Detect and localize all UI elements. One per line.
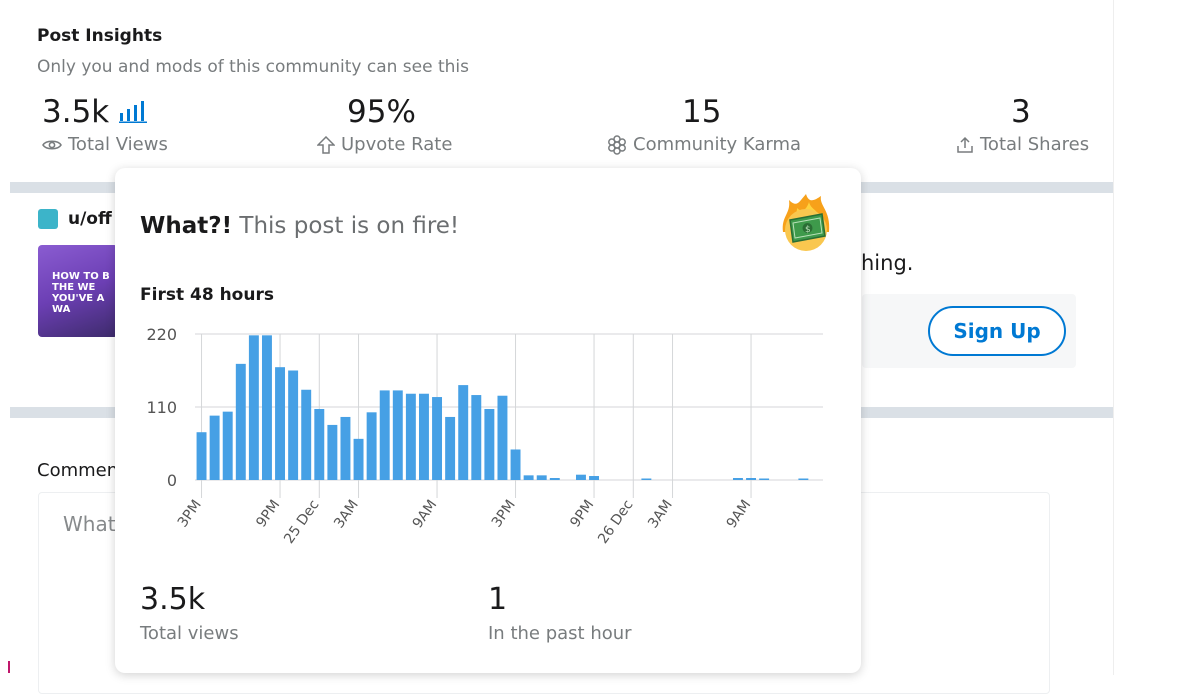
sign-up-button[interactable]: Sign Up bbox=[928, 306, 1066, 356]
comment-placeholder: What bbox=[63, 512, 116, 536]
chart-bar[interactable] bbox=[471, 395, 482, 480]
popup-title-bold: What?! bbox=[140, 213, 233, 239]
chart-bar[interactable] bbox=[275, 367, 286, 480]
chart-bar[interactable] bbox=[536, 475, 547, 480]
chart-bar[interactable] bbox=[196, 432, 207, 480]
fire-money-icon: $ bbox=[782, 194, 830, 251]
y-tick-label: 110 bbox=[146, 398, 177, 417]
stat-community-karma: 15 Community Karma bbox=[607, 94, 801, 155]
chart-bar[interactable] bbox=[288, 370, 299, 481]
comment-label: Commen bbox=[37, 460, 119, 481]
post-body-text: hing. bbox=[861, 251, 914, 275]
chart-bar[interactable] bbox=[589, 476, 600, 480]
x-tick-label: 3PM bbox=[489, 497, 519, 530]
chart-bar[interactable] bbox=[261, 335, 272, 480]
upvote-rate-value: 95% bbox=[347, 94, 416, 130]
x-tick-label: 3AM bbox=[645, 497, 676, 531]
x-tick-label: 3PM bbox=[175, 497, 205, 530]
right-sidebar bbox=[1113, 0, 1200, 675]
chart-bar[interactable] bbox=[418, 393, 429, 480]
x-tick-label: 26 Dec bbox=[595, 497, 636, 547]
signup-banner: Sign Up bbox=[862, 294, 1076, 368]
chart-bar[interactable] bbox=[366, 412, 377, 480]
x-tick-label: 9AM bbox=[724, 497, 755, 531]
chart-bar[interactable] bbox=[222, 411, 233, 480]
stat-total-shares: 3 Total Shares bbox=[956, 94, 1089, 155]
chart-bar[interactable] bbox=[746, 478, 757, 480]
chart-bar[interactable] bbox=[405, 393, 416, 480]
chart-bar[interactable] bbox=[458, 385, 469, 480]
chart-bar[interactable] bbox=[759, 478, 770, 481]
text-cursor bbox=[8, 661, 10, 673]
stat-upvote-rate: 95% Upvote Rate bbox=[317, 94, 452, 155]
share-icon bbox=[957, 136, 973, 153]
chart-bar[interactable] bbox=[301, 389, 312, 480]
post-on-fire-popup: What?! This post is on fire! $ First 48 … bbox=[115, 168, 861, 673]
upvote-rate-label: Upvote Rate bbox=[341, 134, 453, 155]
bar-chart-icon[interactable] bbox=[119, 101, 149, 123]
chart-bar[interactable] bbox=[523, 475, 534, 480]
total-views-label: Total Views bbox=[68, 134, 168, 155]
insights-subtitle: Only you and mods of this community can … bbox=[37, 57, 470, 77]
community-karma-value: 15 bbox=[682, 94, 722, 130]
post-thumbnail[interactable]: HOW TO B THE WE YOU'VE A WA bbox=[38, 245, 118, 337]
chart-bar[interactable] bbox=[641, 478, 652, 481]
y-tick-label: 220 bbox=[146, 325, 177, 344]
chart-bar[interactable] bbox=[340, 416, 351, 480]
popup-title-rest: This post is on fire! bbox=[232, 213, 460, 239]
x-tick-label: 3AM bbox=[331, 497, 362, 531]
total-views-count: 3.5k bbox=[140, 582, 206, 617]
total-views-value: 3.5k bbox=[42, 94, 110, 130]
x-tick-label: 9PM bbox=[253, 497, 283, 530]
chart-bar[interactable] bbox=[484, 408, 495, 480]
community-karma-label: Community Karma bbox=[633, 134, 802, 155]
insights-title: Post Insights bbox=[37, 26, 163, 46]
chart-bar[interactable] bbox=[209, 415, 220, 480]
past-hour-count: 1 bbox=[488, 582, 508, 617]
upvote-arrow-icon bbox=[317, 135, 335, 154]
chart-bar[interactable] bbox=[432, 397, 443, 480]
thumbnail-text: HOW TO B THE WE YOU'VE A WA bbox=[52, 271, 110, 315]
popup-title: What?! This post is on fire! bbox=[140, 213, 459, 239]
x-tick-label: 25 Dec bbox=[281, 497, 322, 547]
chart-bar[interactable] bbox=[510, 449, 521, 480]
chart-bar[interactable] bbox=[392, 390, 403, 480]
chart-bar[interactable] bbox=[575, 474, 586, 480]
x-tick-label: 9PM bbox=[567, 497, 597, 530]
svg-text:$: $ bbox=[805, 225, 811, 235]
avatar bbox=[38, 209, 58, 229]
chart-bar[interactable] bbox=[549, 478, 560, 480]
past-hour-caption: In the past hour bbox=[488, 623, 632, 644]
total-shares-label: Total Shares bbox=[980, 134, 1090, 155]
chart-bar[interactable] bbox=[353, 438, 364, 480]
chart-bar[interactable] bbox=[235, 363, 246, 480]
chart-bar[interactable] bbox=[327, 424, 338, 480]
total-shares-value: 3 bbox=[1011, 94, 1031, 130]
karma-flower-icon bbox=[608, 134, 626, 155]
stat-total-views[interactable]: 3.5k Total Views bbox=[42, 94, 168, 155]
chart-bar[interactable] bbox=[314, 408, 325, 480]
chart-bar[interactable] bbox=[732, 478, 743, 480]
post-author[interactable]: u/off bbox=[38, 209, 112, 229]
x-tick-label: 9AM bbox=[410, 497, 441, 531]
username: u/off bbox=[68, 209, 112, 229]
chart-bar[interactable] bbox=[445, 416, 456, 480]
total-views-caption: Total views bbox=[140, 623, 239, 644]
chart-bar[interactable] bbox=[497, 395, 508, 480]
chart-bar[interactable] bbox=[248, 335, 259, 480]
y-tick-label: 0 bbox=[167, 471, 177, 490]
chart-bar[interactable] bbox=[379, 390, 390, 480]
eye-icon bbox=[42, 139, 62, 150]
chart-bar[interactable] bbox=[798, 478, 809, 481]
chart-title: First 48 hours bbox=[140, 285, 274, 305]
